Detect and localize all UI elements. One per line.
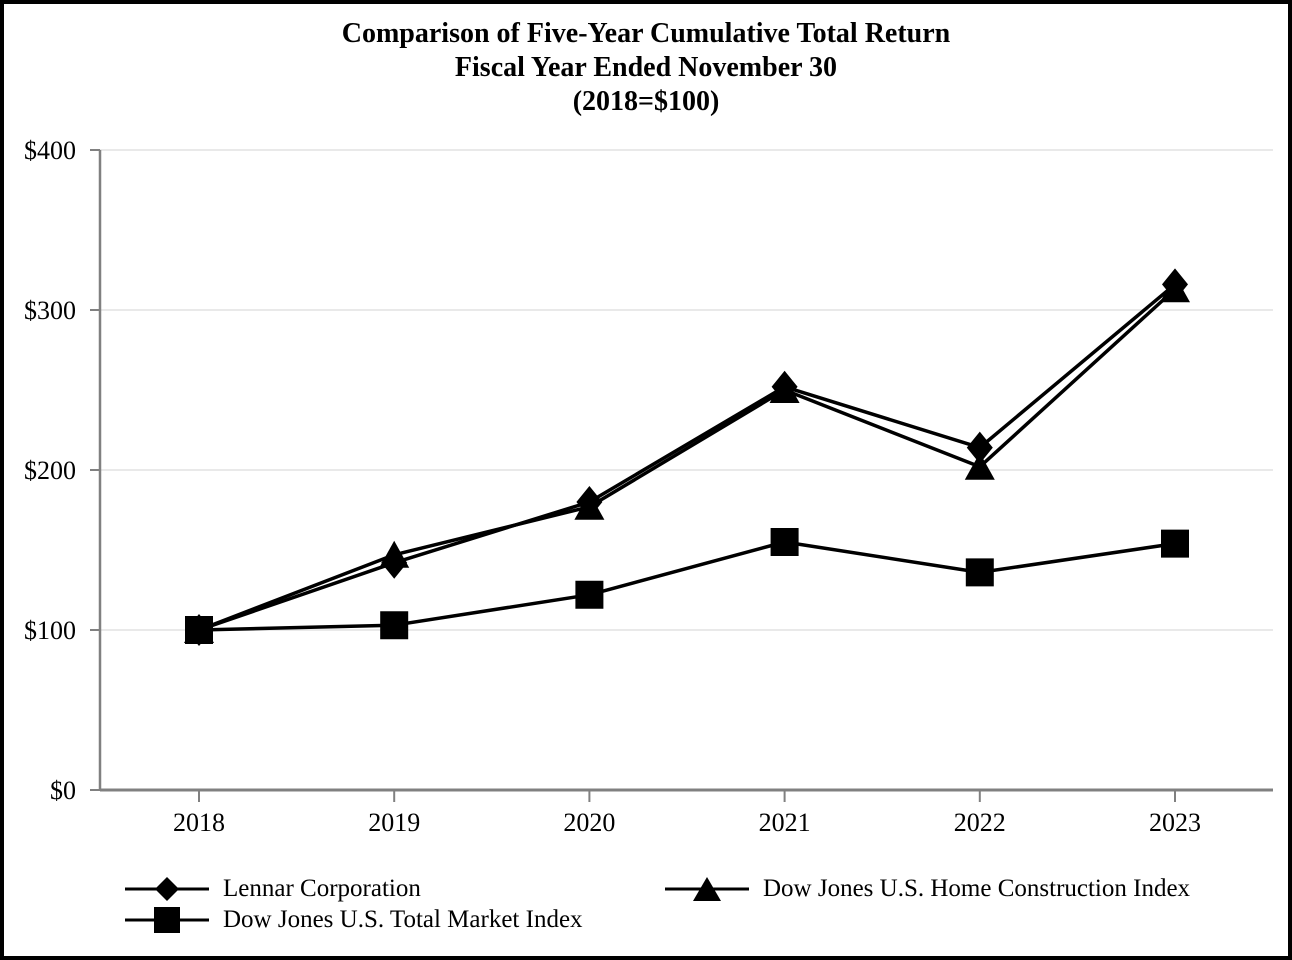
square-marker-dow-jones-u-s-total-market-index	[965, 558, 994, 587]
legend-label: Dow Jones U.S. Total Market Index	[223, 905, 583, 933]
x-axis-tick-label: 2020	[563, 808, 615, 837]
series-line-dow-jones-u-s-home-construction-index	[198, 287, 1177, 632]
diamond-marker-lennar-corporation	[1162, 268, 1188, 301]
diamond-marker-lennar-corporation	[381, 546, 408, 579]
triangle-marker-icon	[665, 874, 749, 904]
diamond-marker-icon	[125, 874, 209, 904]
chart-title-line3: (2018=$100)	[572, 86, 720, 117]
legend-item-dow-jones-u-s-home-construction-index: Dow Jones U.S. Home Construction Index	[665, 873, 1190, 904]
legend-column-left: Lennar Corporation Dow Jones U.S. Total M…	[125, 873, 583, 935]
square-marker-dow-jones-u-s-total-market-index	[770, 528, 799, 556]
square-marker-dow-jones-u-s-total-market-index	[1161, 529, 1189, 558]
diamond-marker-lennar-corporation	[771, 370, 798, 403]
x-axis-tick-label: 2022	[954, 808, 1006, 837]
legend-item-dow-jones-u-s-total-market-index: Dow Jones U.S. Total Market Index	[125, 904, 583, 935]
y-axis-tick-label: $0	[50, 776, 76, 805]
x-axis-tick-label: 2019	[368, 808, 420, 837]
y-axis-tick-label: $200	[24, 456, 76, 485]
square-marker-dow-jones-u-s-total-market-index	[575, 580, 604, 609]
y-axis-tick-label: $100	[24, 616, 76, 645]
triangle-marker-dow-jones-u-s-home-construction-index	[964, 452, 995, 480]
legend-item-lennar-corporation: Lennar Corporation	[125, 873, 583, 904]
y-axis-tick-label: $400	[24, 136, 76, 165]
diamond-marker-lennar-corporation	[966, 431, 993, 464]
square-marker-icon	[125, 905, 209, 935]
series-line-dow-jones-u-s-total-market-index	[198, 540, 1176, 632]
x-axis-tick-label: 2021	[759, 808, 811, 837]
diamond-marker-lennar-corporation	[576, 486, 603, 518]
chart-title: Comparison of Five-Year Cumulative Total…	[4, 17, 1288, 119]
legend-column-right: Dow Jones U.S. Home Construction Index	[665, 873, 1190, 904]
legend-label: Lennar Corporation	[223, 874, 421, 902]
x-axis-tick-label: 2023	[1149, 808, 1201, 837]
x-axis-tick-label: 2018	[173, 808, 225, 837]
legend-label: Dow Jones U.S. Home Construction Index	[763, 874, 1191, 902]
chart-title-line2: Fiscal Year Ended November 30	[454, 52, 838, 83]
series-line-lennar-corporation	[198, 283, 1177, 632]
square-marker-dow-jones-u-s-total-market-index	[185, 616, 213, 644]
square-marker-dow-jones-u-s-total-market-index	[380, 611, 409, 640]
chart-title-line1: Comparison of Five-Year Cumulative Total…	[341, 18, 951, 49]
y-axis-tick-label: $300	[24, 296, 76, 325]
